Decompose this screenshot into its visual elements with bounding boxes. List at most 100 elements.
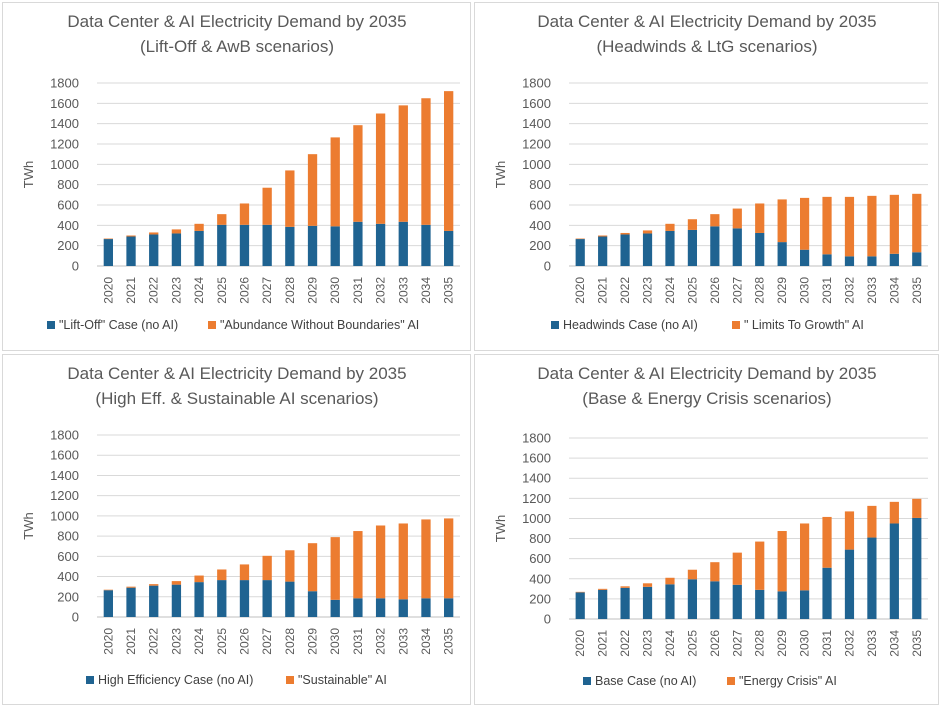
x-tick-label: 2031	[820, 277, 834, 304]
legend-swatch-ai	[727, 677, 735, 685]
bar-segment-ai	[421, 519, 431, 599]
bar-segment-ai	[777, 199, 787, 243]
bar-segment-base	[239, 224, 250, 266]
x-tick-label: 2021	[596, 277, 610, 304]
y-tick-label: 200	[529, 238, 551, 253]
bar-segment-base	[710, 226, 720, 266]
bar-segment-base	[330, 599, 340, 617]
bar-segment-ai	[822, 516, 832, 568]
x-tick-label: 2034	[419, 628, 433, 655]
bar-segment-ai	[665, 577, 675, 585]
y-tick-label: 200	[529, 591, 551, 606]
x-tick-label: 2035	[442, 277, 456, 304]
bar-segment-ai	[330, 537, 340, 600]
y-tick-label: 1000	[522, 511, 551, 526]
legend-swatch-base	[551, 321, 559, 329]
bar-segment-ai	[285, 170, 295, 227]
y-tick-label: 800	[57, 529, 79, 544]
bar-segment-base	[307, 591, 318, 617]
bar-segment-ai	[642, 230, 653, 234]
y-tick-label: 1600	[50, 448, 79, 463]
legend-label-ai: "Energy Crisis" AI	[739, 674, 837, 688]
bar-segment-base	[867, 256, 877, 266]
bar-segment-base	[642, 233, 653, 266]
bar-segment-base	[889, 523, 899, 619]
bar-segment-ai	[620, 232, 630, 235]
x-tick-label: 2024	[663, 630, 677, 657]
x-tick-label: 2021	[124, 277, 138, 304]
bar-segment-base	[687, 229, 698, 266]
bar-segment-ai	[777, 531, 787, 592]
bar-segment-base	[149, 585, 159, 617]
chart-title: Data Center & AI Electricity Demand by 2…	[537, 364, 876, 383]
bar-segment-base	[665, 584, 675, 619]
x-tick-label: 2033	[396, 277, 410, 304]
bar-segment-base	[217, 224, 227, 266]
y-tick-label: 1600	[522, 451, 551, 466]
bar-segment-base	[687, 579, 698, 619]
y-tick-label: 600	[529, 198, 551, 213]
y-tick-label: 1600	[50, 96, 79, 111]
bar-segment-ai	[239, 564, 250, 581]
y-tick-label: 400	[57, 218, 79, 233]
bar-segment-base	[777, 591, 787, 619]
bar-segment-ai	[755, 541, 765, 590]
chart-title: Data Center & AI Electricity Demand by 2…	[67, 12, 406, 31]
bar-segment-ai	[375, 113, 386, 224]
bar-segment-base	[285, 581, 295, 617]
x-tick-label: 2020	[573, 277, 587, 304]
bar-segment-base	[421, 224, 431, 266]
bar-segment-base	[912, 517, 922, 619]
legend-label-base: Headwinds Case (no AI)	[563, 318, 698, 332]
y-tick-label: 1200	[50, 137, 79, 152]
x-tick-label: 2022	[618, 277, 632, 304]
x-tick-label: 2035	[442, 628, 456, 655]
x-tick-label: 2034	[887, 630, 901, 657]
x-tick-label: 2025	[685, 630, 699, 657]
bar-segment-ai	[867, 505, 877, 538]
bar-segment-ai	[398, 105, 408, 222]
x-tick-label: 2021	[596, 630, 610, 657]
y-tick-label: 200	[57, 238, 79, 253]
x-tick-label: 2020	[573, 630, 587, 657]
bar-segment-base	[822, 567, 832, 619]
bar-segment-base	[575, 592, 585, 619]
chart-subtitle: (High Eff. & Sustainable AI scenarios)	[95, 389, 378, 408]
bar-segment-ai	[642, 583, 653, 587]
bar-segment-ai	[353, 125, 363, 222]
x-tick-label: 2035	[910, 630, 924, 657]
y-tick-label: 800	[57, 177, 79, 192]
bar-segment-base	[217, 580, 227, 617]
legend-label-base: "Lift-Off" Case (no AI)	[59, 318, 178, 332]
y-tick-label: 600	[57, 549, 79, 564]
bar-segment-ai	[620, 586, 630, 588]
bar-segment-base	[575, 239, 585, 266]
bar-segment-ai	[217, 214, 227, 225]
x-tick-label: 2028	[283, 628, 297, 655]
y-tick-label: 1000	[50, 508, 79, 523]
y-tick-label: 1400	[522, 471, 551, 486]
bar-segment-base	[353, 598, 363, 617]
bar-segment-base	[598, 589, 608, 619]
x-tick-label: 2030	[798, 630, 812, 657]
bar-segment-ai	[330, 137, 340, 227]
bar-segment-base	[444, 230, 454, 266]
bar-segment-base	[353, 221, 363, 266]
bar-segment-ai	[171, 229, 182, 234]
bar-segment-ai	[262, 187, 272, 225]
y-tick-label: 0	[72, 610, 79, 625]
chart-lift-off: Data Center & AI Electricity Demand by 2…	[21, 12, 460, 332]
bar-segment-ai	[217, 569, 227, 581]
legend-swatch-base	[583, 677, 591, 685]
bar-segment-ai	[732, 552, 742, 585]
chart-subtitle: (Headwinds & LtG scenarios)	[596, 37, 817, 56]
x-tick-label: 2030	[798, 277, 812, 304]
x-tick-label: 2032	[842, 630, 856, 657]
bar-segment-ai	[710, 562, 720, 582]
bar-segment-base	[149, 234, 159, 266]
bar-segment-base	[126, 587, 136, 617]
bar-segment-ai	[575, 238, 585, 240]
x-tick-label: 2026	[708, 630, 722, 657]
bar-segment-ai	[171, 581, 182, 585]
bar-segment-base	[171, 233, 182, 266]
